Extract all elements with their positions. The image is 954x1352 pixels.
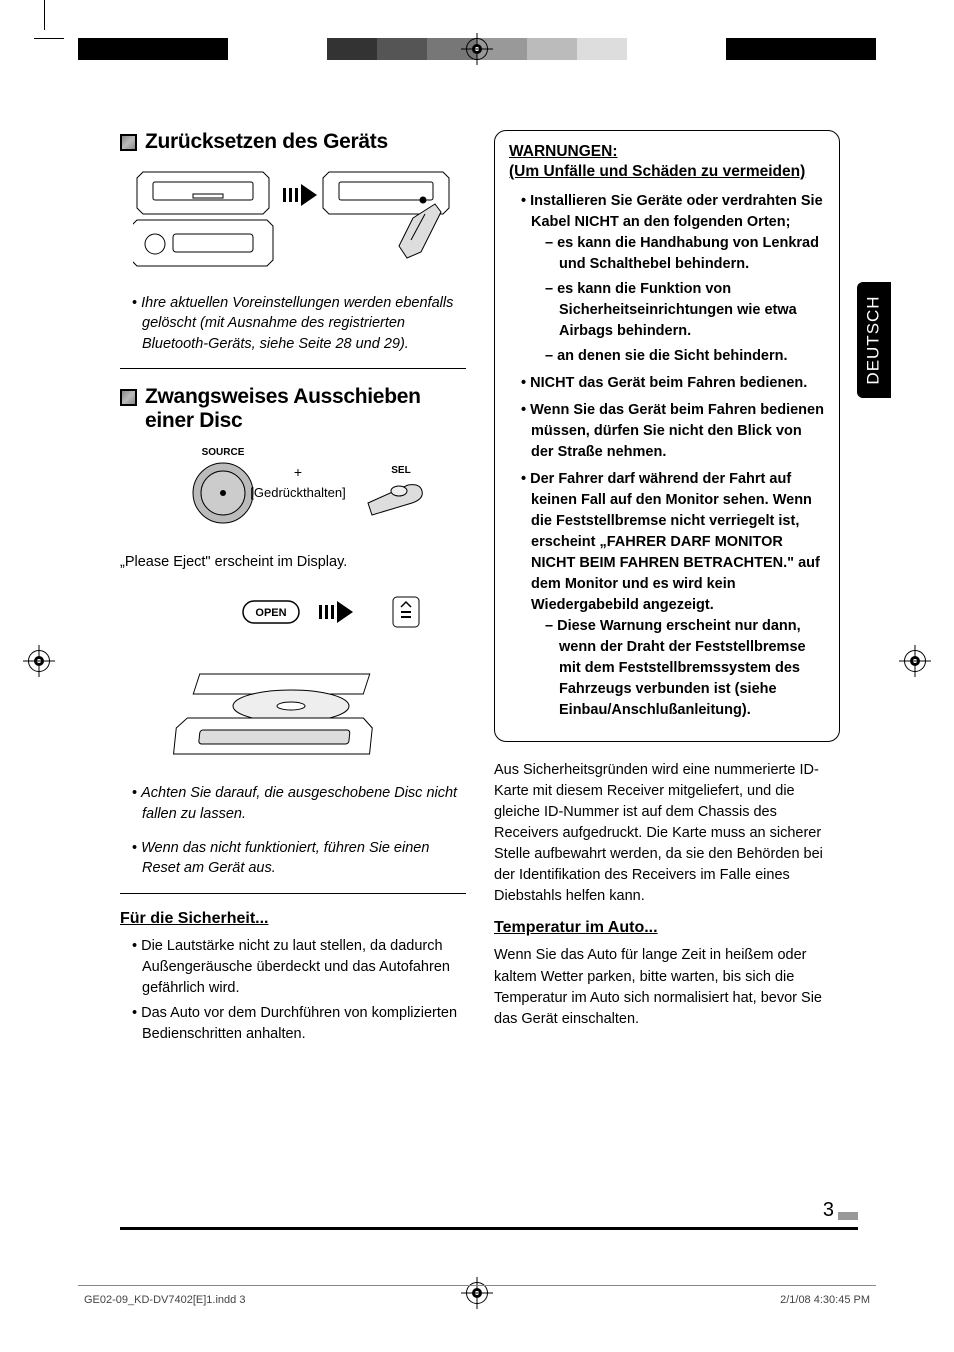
warning-item: Wenn Sie das Gerät beim Fahren bedienen … bbox=[521, 400, 825, 463]
footer-filename: GE02-09_KD-DV7402[E]1.indd 3 bbox=[84, 1294, 245, 1306]
svg-text:[Gedrückthalten]: [Gedrückthalten] bbox=[250, 485, 345, 500]
page-number: 3 bbox=[823, 1199, 834, 1222]
footer-timestamp: 2/1/08 4:30:45 PM bbox=[780, 1294, 870, 1306]
page-number-bar bbox=[838, 1212, 858, 1220]
language-tab: DEUTSCH bbox=[857, 282, 891, 398]
footer-rule bbox=[120, 1227, 858, 1230]
warning-item: Der Fahrer darf während der Fahrt auf ke… bbox=[521, 469, 825, 721]
warning-subitem: es kann die Funktion von Sicherheitseinr… bbox=[545, 279, 825, 342]
eject-controls-illustration: SOURCE + [Gedrückthalten] SEL bbox=[120, 443, 466, 538]
page-content: Zurücksetzen des Geräts bbox=[120, 130, 840, 1049]
warning-subitem: an denen sie die Sicht behindern. bbox=[545, 346, 825, 367]
safety-list: Die Lautstärke nicht zu laut stellen, da… bbox=[120, 936, 466, 1045]
safety-heading: Für die Sicherheit... bbox=[120, 910, 466, 928]
eject-note-1: Achten Sie darauf, die ausgeschobene Dis… bbox=[120, 783, 466, 824]
registration-mark bbox=[904, 650, 926, 672]
disc-ejected-illustration bbox=[120, 664, 466, 769]
warning-item: Installieren Sie Geräte oder verdrahten … bbox=[521, 191, 825, 367]
section-title-text: Zurücksetzen des Geräts bbox=[145, 130, 388, 154]
section-eject-title: Zwangsweises Ausschieben einer Disc bbox=[120, 385, 466, 433]
section-bullet-icon bbox=[120, 134, 137, 151]
section-reset-title: Zurücksetzen des Geräts bbox=[120, 130, 466, 154]
divider bbox=[120, 893, 466, 894]
svg-text:OPEN: OPEN bbox=[255, 607, 286, 619]
warning-item: NICHT das Gerät beim Fahren bedienen. bbox=[521, 373, 825, 394]
source-label: SOURCE bbox=[202, 447, 245, 458]
temperature-heading: Temperatur im Auto... bbox=[494, 919, 840, 937]
registration-mark bbox=[28, 650, 50, 672]
footer-line bbox=[78, 1285, 876, 1286]
warning-subitem: es kann die Handhabung von Lenkrad und S… bbox=[545, 233, 825, 275]
safety-item: Das Auto vor dem Durchführen von kompliz… bbox=[132, 1003, 466, 1045]
open-eject-illustration: OPEN bbox=[120, 585, 466, 650]
section-title-text: Zwangsweises Ausschieben einer Disc bbox=[145, 385, 466, 433]
reset-illustration bbox=[120, 164, 466, 279]
registration-mark bbox=[466, 38, 488, 60]
eject-note-2: Wenn das nicht funktioniert, führen Sie … bbox=[120, 838, 466, 879]
reset-note: Ihre aktuellen Voreinstellungen werden e… bbox=[120, 293, 466, 354]
crop-mark bbox=[44, 10, 64, 30]
safety-item: Die Lautstärke nicht zu laut stellen, da… bbox=[132, 936, 466, 999]
language-label: DEUTSCH bbox=[864, 295, 884, 384]
eject-caption: „Please Eject" erscheint im Display. bbox=[120, 552, 466, 573]
warnings-box: WARNUNGEN: (Um Unfälle und Schäden zu ve… bbox=[494, 130, 840, 742]
temperature-text: Wenn Sie das Auto für lange Zeit in heiß… bbox=[494, 945, 840, 1029]
warnings-subheading: (Um Unfälle und Schäden zu vermeiden) bbox=[509, 163, 825, 181]
svg-text:SEL: SEL bbox=[391, 465, 410, 476]
section-bullet-icon bbox=[120, 389, 137, 406]
right-column: WARNUNGEN: (Um Unfälle und Schäden zu ve… bbox=[494, 130, 840, 1049]
left-column: Zurücksetzen des Geräts bbox=[120, 130, 466, 1049]
warnings-heading: WARNUNGEN: bbox=[509, 143, 825, 161]
id-card-text: Aus Sicherheitsgründen wird eine nummeri… bbox=[494, 760, 840, 907]
svg-text:+: + bbox=[294, 464, 302, 480]
warning-subitem: Diese Warnung erscheint nur dann, wenn d… bbox=[545, 616, 825, 721]
warnings-list: Installieren Sie Geräte oder verdrahten … bbox=[509, 191, 825, 721]
divider bbox=[120, 368, 466, 369]
